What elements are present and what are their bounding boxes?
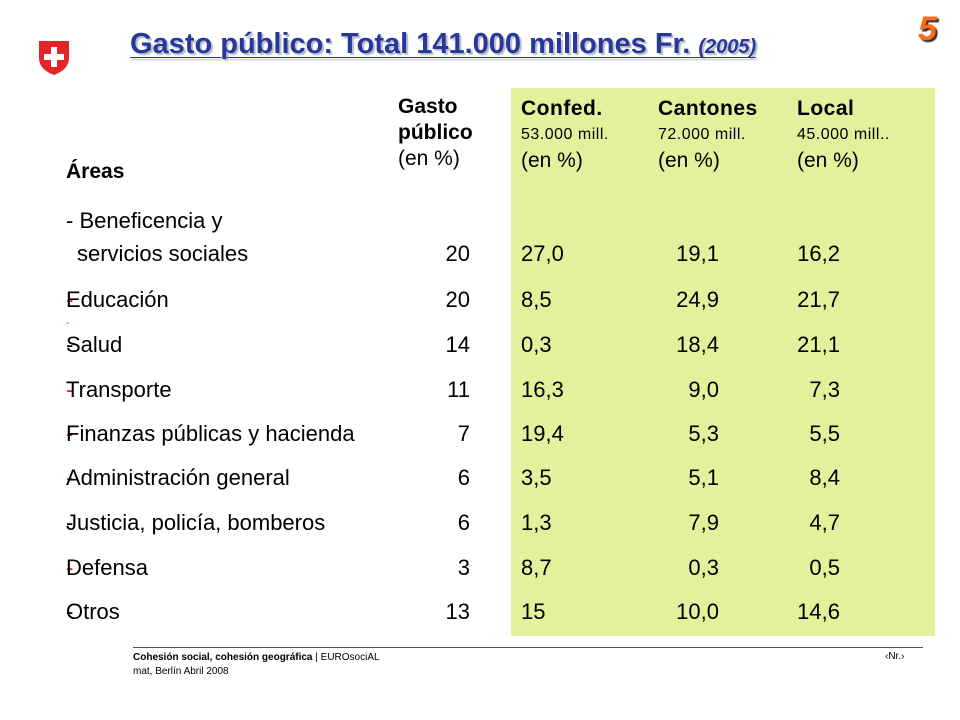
footer-rest: | EUROsociAL [312,652,380,663]
cell-cantones: 24,9 [676,287,719,312]
cell-local: 21,7 [797,287,840,312]
header-local-mill: 45.000 mill.. [797,126,890,143]
row-dash: - [66,287,74,312]
cell-cantones: 18,4 [676,332,719,357]
cell-confed: 8,5 [521,287,552,312]
cell-confed: 15 [521,599,546,624]
header-cantones-unit: (en %) [658,149,720,172]
cell-gasto: 20 [445,287,470,312]
header-confed-name: Confed. [521,97,603,120]
header-gasto: Gasto público (en %) [398,94,473,172]
row-dash: - [66,465,74,490]
row-label-line2: servicios sociales [77,241,249,266]
cell-local: 7,3 [809,377,840,402]
header-local: Local 45.000 mill.. (en %) [797,96,890,174]
row-label-text: Salud [66,332,123,357]
cell-local: 8,4 [809,465,840,490]
row-label-text: Transporte [66,377,172,402]
row-label-text: Finanzas públicas y hacienda [66,421,355,446]
cell-gasto: 20 [445,241,470,266]
cell-cantones: 10,0 [676,599,719,624]
title-main: Gasto público: Total 141.000 millones Fr… [130,28,691,60]
cell-confed: 0,3 [521,332,552,357]
cell-cantones: 0,3 [688,555,719,580]
row-dash: - [66,332,74,357]
cell-gasto: 11 [447,377,470,402]
cell-cantones: 9,0 [688,377,719,402]
cell-gasto: 7 [457,421,470,446]
table-row: - Salud 14 0,3 18,4 21,1 [0,332,960,362]
row-dash: - [66,421,74,446]
table-row: servicios sociales 20 27,0 19,1 16,2 [0,241,960,271]
row-label-line1: - Beneficencia y [66,208,223,233]
table-row: - Defensa 3 8,7 0,3 0,5 [0,555,960,585]
footer-bold: Cohesión social, cohesión geográfica [133,652,313,663]
cell-gasto: 6 [457,465,470,490]
cell-cantones: 19,1 [676,241,719,266]
footer-text: Cohesión social, cohesión geográfica | E… [133,651,380,679]
row-label-text: Administración general [66,465,290,490]
table-row: - Otros 13 15 10,0 14,6 [0,599,960,629]
cell-local: 0,5 [809,555,840,580]
table-row: - Justicia, policía, bomberos 6 1,3 7,9 … [0,510,960,540]
footer-line2: mat, Berlín Abril 2008 [133,666,229,677]
table-row: - Finanzas públicas y hacienda 7 19,4 5,… [0,421,960,451]
cell-local: 5,5 [809,421,840,446]
header-confed-unit: (en %) [521,149,583,172]
cell-gasto: 6 [457,510,470,535]
cell-confed: 19,4 [521,421,564,446]
cell-gasto: 13 [445,599,470,624]
slide-title: Gasto público: Total 141.000 millones Fr… [130,28,890,61]
cell-confed: 3,5 [521,465,552,490]
cell-cantones: 5,3 [688,421,719,446]
cell-cantones: 5,1 [688,465,719,490]
green-panel [511,88,935,636]
cell-cantones: 7,9 [688,510,719,535]
row-label-text: Defensa [66,555,148,580]
footer-divider [133,647,923,648]
row-dash: - [66,555,74,580]
header-gasto-line3: (en %) [398,147,460,170]
header-confed: Confed. 53.000 mill. (en %) [521,96,609,174]
table-row: - Administración general 6 3,5 5,1 8,4 [0,465,960,495]
table-row-label-line1: - Beneficencia y [0,208,960,238]
header-areas: Áreas [66,160,125,183]
header-confed-mill: 53.000 mill. [521,126,609,143]
header-gasto-line2: público [398,121,473,144]
title-year: (2005) [698,36,757,58]
row-dash: - [66,599,74,624]
header-gasto-line1: Gasto [398,95,458,118]
row-label-text: Otros [66,599,120,624]
cell-confed: 27,0 [521,241,564,266]
table-row: - Educación 20 8,5 24,9 21,7 [0,287,960,317]
cell-confed: 1,3 [521,510,552,535]
cell-local: 14,6 [797,599,840,624]
slide-number: 5 [918,10,937,48]
cell-confed: 16,3 [521,377,564,402]
cell-local: 4,7 [809,510,840,535]
header-local-name: Local [797,97,855,120]
header-cantones-name: Cantones [658,97,758,120]
header-local-unit: (en %) [797,149,859,172]
stray-dash: - [66,318,70,329]
table-row: - Transporte 11 16,3 9,0 7,3 [0,377,960,407]
cell-local: 21,1 [797,332,840,357]
cell-confed: 8,7 [521,555,552,580]
footer-page-number: ‹Nr.› [885,651,905,662]
row-dash: - [66,510,74,535]
row-dash: - [66,377,74,402]
cell-local: 16,2 [797,241,840,266]
cell-gasto: 3 [457,555,470,580]
header-cantones-mill: 72.000 mill. [658,126,746,143]
header-cantones: Cantones 72.000 mill. (en %) [658,96,758,174]
row-label-text: Justicia, policía, bomberos [66,510,326,535]
cell-gasto: 14 [445,332,470,357]
swiss-flag-icon [39,41,69,75]
row-label-text: Educación [66,287,169,312]
